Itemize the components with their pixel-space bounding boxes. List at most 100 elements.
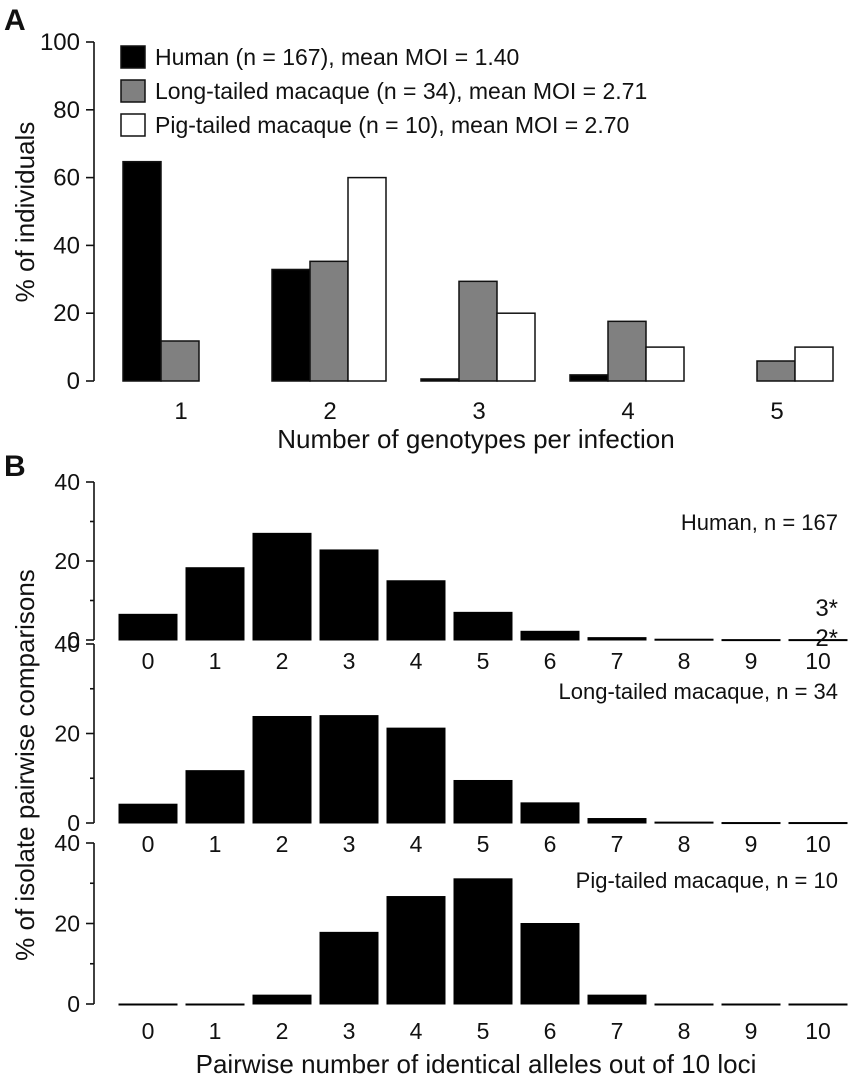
x-tick-label: 5	[477, 648, 490, 674]
x-axis-title: Pairwise number of identical alleles out…	[196, 1049, 757, 1079]
x-tick-label: 3	[343, 1018, 356, 1044]
bar	[118, 613, 178, 641]
x-tick-label: 6	[544, 1018, 557, 1044]
bar	[118, 803, 178, 824]
bar	[420, 378, 460, 382]
y-tick-label: 0	[67, 368, 80, 395]
bar	[496, 312, 536, 382]
y-tick-label: 20	[54, 548, 80, 574]
legend-label: Pig-tailed macaque (n = 10), mean MOI = …	[155, 112, 629, 138]
y-tick-label: 0	[67, 810, 80, 836]
x-tick-label: 6	[544, 831, 557, 857]
bar	[386, 580, 446, 641]
y-axis-title: % of individuals	[10, 122, 40, 303]
bar	[453, 779, 513, 824]
x-tick-label: 4	[410, 1018, 423, 1044]
x-tick-label: 7	[611, 1018, 624, 1044]
x-tick-label: 10	[805, 1018, 831, 1044]
legend-label: Long-tailed macaque (n = 34), mean MOI =…	[155, 78, 647, 104]
x-tick-label: 8	[678, 648, 691, 674]
bar	[569, 374, 609, 382]
bar	[721, 822, 781, 825]
legend-swatch	[120, 79, 146, 103]
bar	[252, 994, 312, 1005]
y-tick-label: 100	[40, 29, 80, 56]
bar	[721, 1003, 781, 1006]
x-tick-label: 9	[745, 648, 758, 674]
series-label: Human, n = 167	[681, 510, 838, 535]
bar	[654, 638, 714, 641]
bar	[185, 770, 245, 824]
y-tick-label: 60	[53, 165, 80, 192]
bar	[122, 160, 162, 382]
bar	[607, 320, 647, 382]
bar	[520, 802, 580, 824]
legend-label: Human (n = 167), mean MOI = 1.40	[155, 44, 519, 70]
legend-swatch	[120, 45, 146, 69]
bar	[458, 280, 498, 382]
bar	[185, 1003, 245, 1006]
series-label: Long-tailed macaque, n = 34	[559, 679, 838, 704]
x-tick-label: 1	[174, 398, 187, 425]
bar	[185, 567, 245, 641]
x-tick-label: 7	[611, 648, 624, 674]
bar	[587, 994, 647, 1005]
bar	[520, 923, 580, 1005]
bar	[788, 822, 848, 825]
x-tick-label: 10	[805, 648, 831, 674]
bar	[788, 1003, 848, 1006]
x-tick-label: 3	[343, 648, 356, 674]
panel-label-a: A	[4, 4, 26, 37]
y-tick-label: 0	[67, 627, 80, 653]
x-tick-label: 5	[477, 1018, 490, 1044]
x-tick-label: 2	[276, 831, 289, 857]
y-tick-label: 20	[53, 300, 80, 327]
bar	[252, 715, 312, 824]
bar	[587, 637, 647, 641]
x-tick-label: 1	[209, 1018, 222, 1044]
x-tick-label: 4	[410, 831, 423, 857]
x-tick-label: 7	[611, 831, 624, 857]
x-tick-label: 9	[745, 1018, 758, 1044]
bar	[309, 260, 349, 382]
annotation-2-star: 2*	[815, 625, 838, 652]
y-tick-label: 20	[54, 911, 80, 937]
x-tick-label: 8	[678, 831, 691, 857]
bar	[453, 611, 513, 641]
y-tick-label: 80	[53, 97, 80, 124]
y-tick-label: 40	[54, 830, 80, 856]
bar	[587, 818, 647, 824]
bar	[271, 268, 311, 382]
bar	[160, 340, 200, 382]
y-tick-label: 0	[67, 991, 80, 1017]
x-tick-label: 10	[805, 831, 831, 857]
series-label: Pig-tailed macaque, n = 10	[576, 868, 838, 893]
annotation-3-star: 3*	[815, 595, 838, 622]
legend-swatch	[120, 113, 146, 137]
bar	[319, 931, 379, 1005]
bar	[118, 1003, 178, 1006]
bar	[756, 360, 796, 382]
x-tick-label: 4	[410, 648, 423, 674]
x-tick-label: 8	[678, 1018, 691, 1044]
x-tick-label: 3	[343, 831, 356, 857]
bar	[654, 821, 714, 824]
x-tick-label: 2	[323, 398, 336, 425]
x-tick-label: 0	[142, 1018, 155, 1044]
bar	[794, 346, 834, 382]
y-tick-label: 20	[54, 721, 80, 747]
bar	[788, 639, 848, 642]
x-tick-label: 2	[276, 648, 289, 674]
bar	[520, 630, 580, 641]
bar	[645, 346, 685, 382]
x-tick-label: 3	[472, 398, 485, 425]
bar	[654, 1003, 714, 1006]
x-tick-label: 2	[276, 1018, 289, 1044]
x-tick-label: 5	[770, 398, 783, 425]
y-tick-label: 40	[54, 469, 80, 495]
y-tick-label: 40	[53, 232, 80, 259]
bar	[347, 176, 387, 382]
x-tick-label: 4	[621, 398, 634, 425]
